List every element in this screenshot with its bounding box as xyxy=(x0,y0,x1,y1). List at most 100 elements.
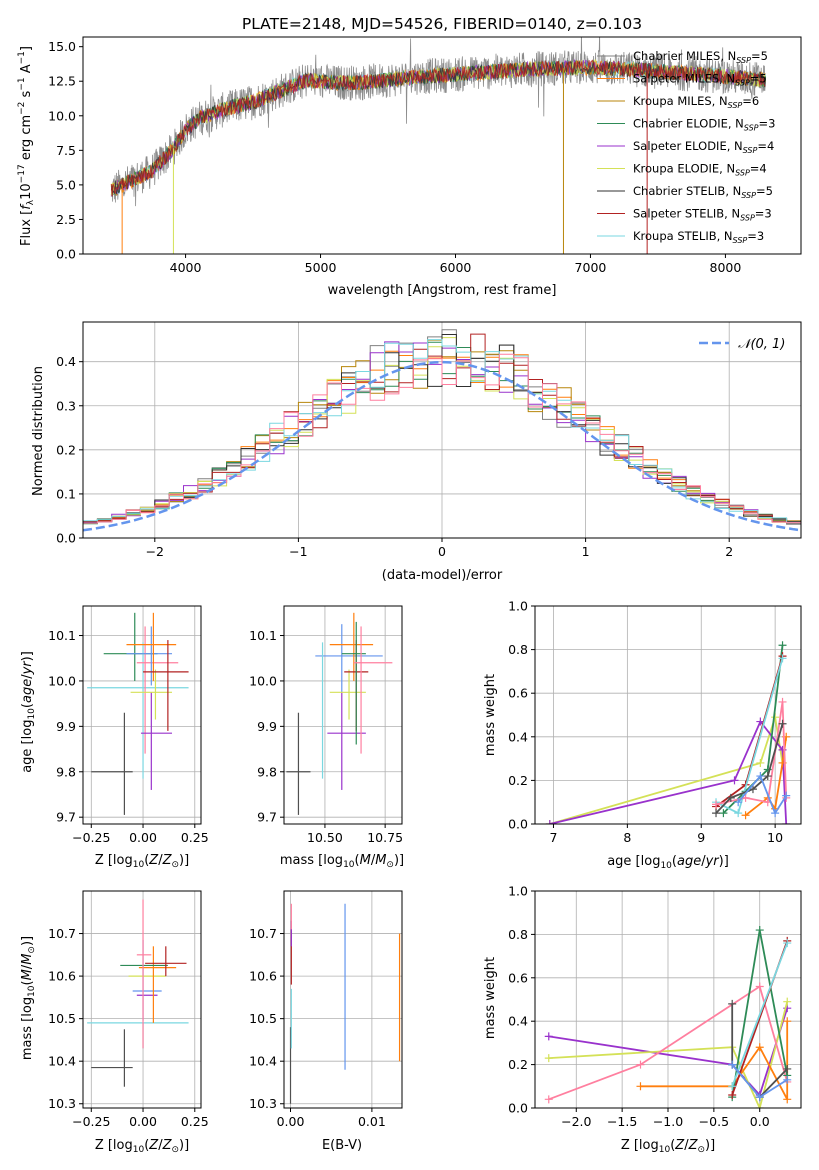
y-tick-label: 5.0 xyxy=(56,177,76,192)
x-tick-label: 2 xyxy=(725,544,733,559)
weight-marker xyxy=(756,772,765,781)
axes-frame xyxy=(283,890,403,1109)
mass-y-label: mass [log10(M/M⊙)] xyxy=(20,936,37,1060)
weight-marker xyxy=(712,809,721,818)
residual-histogram-panel: −2 −1 0 1 2 0.0 0.1 0.2 0.3 0.4 𝒩(0, 1) xyxy=(56,321,802,559)
y-tick-label: 10.0 xyxy=(48,673,76,688)
plot-area xyxy=(544,926,792,1108)
x-tick-label: 1 xyxy=(582,544,590,559)
spectrum-series-6 xyxy=(110,60,767,195)
histogram-x-label: (data-model)/error xyxy=(382,568,503,583)
mass-weight-y-label-top: mass weight xyxy=(483,674,498,756)
y-tick-label: 1.0 xyxy=(508,884,528,899)
x-tick-label: 4000 xyxy=(170,260,202,275)
y-tick-label: 9.9 xyxy=(257,719,277,734)
y-tick-label: 0.6 xyxy=(508,970,528,985)
x-tick-label: −2.0 xyxy=(561,1114,591,1129)
y-tick-label: 10.3 xyxy=(48,1096,76,1111)
age-vs-mass-panel: 10.50 10.75 9.7 9.8 9.9 10.0 10.1 xyxy=(249,605,403,845)
x-tick-label: 5000 xyxy=(305,260,337,275)
y-tick-label: 0.1 xyxy=(56,486,76,501)
weight-marker xyxy=(719,809,728,818)
weight-marker xyxy=(771,809,780,818)
plot-area xyxy=(289,903,401,1104)
weight-marker xyxy=(726,793,735,802)
y-tick-label: 10.7 xyxy=(48,926,76,941)
y-tick-label: 0.4 xyxy=(56,354,76,369)
mass-vs-extinction-panel: 0.00 0.01 10.3 10.4 10.5 10.6 10.7 xyxy=(249,890,403,1129)
histogram-series-8 xyxy=(83,339,801,524)
x-tick-label: −1 xyxy=(289,544,307,559)
mass-weight-vs-age-x-label: age [log10(age/yr)] xyxy=(607,854,729,871)
y-tick-label: 9.8 xyxy=(56,764,76,779)
legend-entry-5: Kroupa ELODIE, NSSP=4 xyxy=(633,162,767,178)
y-tick-label: 0.2 xyxy=(508,773,528,788)
x-tick-label: 7 xyxy=(549,830,557,845)
weight-marker xyxy=(782,820,791,824)
plot-area xyxy=(83,329,801,532)
y-tick-label: 0.3 xyxy=(56,398,76,413)
axes-frame xyxy=(82,890,202,1109)
weight-line-0 xyxy=(549,716,784,824)
weight-marker xyxy=(778,697,787,706)
x-tick-label: −2 xyxy=(146,544,164,559)
age-vs-metallicity-x-label: Z [log10(Z/Z⊙)] xyxy=(95,853,189,870)
weight-marker xyxy=(783,997,792,1006)
weight-marker xyxy=(755,982,764,991)
weight-marker xyxy=(778,654,787,663)
x-tick-label: −0.25 xyxy=(72,830,110,845)
weight-marker xyxy=(636,1082,645,1091)
axes-frame xyxy=(82,605,202,825)
y-tick-label: 10.3 xyxy=(249,1096,277,1111)
y-tick-label: 0.2 xyxy=(56,442,76,457)
weight-marker xyxy=(755,926,764,935)
normal-curve xyxy=(83,360,801,532)
y-tick-label: 0.0 xyxy=(508,1101,528,1116)
weight-marker xyxy=(741,811,750,820)
weight-marker xyxy=(783,1017,792,1026)
x-tick-label: −1.0 xyxy=(653,1114,683,1129)
mass-weight-vs-metallicity-x-label: Z [log10(Z/Z⊙)] xyxy=(621,1138,715,1155)
legend-entry-normal: 𝒩(0, 1) xyxy=(738,337,785,352)
plot-area xyxy=(110,37,767,254)
histogram-y-label: Normed distribution xyxy=(31,366,46,496)
spectrum-title: PLATE=2148, MJD=54526, FIBERID=0140, z=0… xyxy=(242,15,642,33)
x-tick-label: 0.0 xyxy=(750,1114,770,1129)
weight-marker xyxy=(728,1082,737,1091)
weight-marker xyxy=(734,809,743,818)
y-tick-label: 10.6 xyxy=(48,969,76,984)
spectrum-series-7 xyxy=(110,59,766,197)
mass-weight-vs-metallicity-panel: −2.0 −1.5 −1.0 −0.5 0.0 0.0 0.2 0.4 0.6 0.8 1.0 xyxy=(508,884,802,1129)
x-tick-label: −0.5 xyxy=(699,1114,729,1129)
weight-marker xyxy=(636,1060,645,1069)
plot-area xyxy=(545,641,791,824)
x-tick-label: 0.01 xyxy=(358,1114,386,1129)
age-vs-mass-x-label: mass [log10(M/M⊙)] xyxy=(280,853,404,870)
y-tick-label: 15.0 xyxy=(48,39,76,54)
y-tick-label: 10.5 xyxy=(48,1011,76,1026)
y-tick-label: 0.8 xyxy=(508,642,528,657)
weight-marker xyxy=(544,1095,553,1104)
x-tick-label: 0.00 xyxy=(129,830,157,845)
weight-marker xyxy=(755,1043,764,1052)
x-tick-label: 0.00 xyxy=(277,1114,305,1129)
spectrum-panel: 4000 5000 6000 7000 8000 0.0 2.5 5.0 7.5 10.0 12.5… xyxy=(48,36,802,275)
axes-frame xyxy=(82,36,802,255)
x-tick-label: 6000 xyxy=(440,260,472,275)
y-tick-label: 10.0 xyxy=(249,673,277,688)
weight-marker xyxy=(783,1075,792,1084)
x-tick-label: 8 xyxy=(623,830,631,845)
y-tick-label: 10.4 xyxy=(249,1054,277,1069)
weight-marker xyxy=(730,776,739,785)
y-tick-label: 10.4 xyxy=(48,1054,76,1069)
legend-entry-0: Chabrier MILES, NSSP=5 xyxy=(633,49,768,65)
x-tick-label: 10 xyxy=(767,830,783,845)
legend-entry-3: Chabrier ELODIE, NSSP=3 xyxy=(633,117,775,133)
weight-line-8 xyxy=(737,774,787,816)
y-tick-label: 0.4 xyxy=(508,729,528,744)
weight-marker xyxy=(544,1054,553,1063)
y-tick-label: 12.5 xyxy=(48,74,76,89)
legend-entry-8: Kroupa STELIB, NSSP=3 xyxy=(633,229,764,245)
y-tick-label: 0.0 xyxy=(56,531,76,546)
